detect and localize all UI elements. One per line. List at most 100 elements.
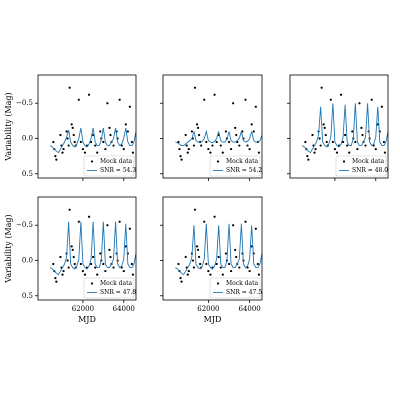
data-point [72, 255, 75, 259]
legend-label: SNR = 47.8 [100, 289, 136, 296]
plot-area [49, 208, 136, 283]
data-point [130, 140, 134, 144]
data-point [71, 248, 74, 252]
y-tick-label: 0.5 [22, 170, 33, 178]
data-point [131, 151, 135, 154]
data-point [106, 102, 109, 105]
data-point [252, 130, 255, 133]
data-point [81, 269, 85, 273]
data-point [102, 140, 105, 144]
data-point [184, 255, 187, 259]
data-point [323, 126, 326, 130]
data-point [250, 245, 253, 248]
data-point [130, 262, 134, 266]
data-point [257, 273, 261, 276]
data-point [66, 259, 69, 262]
data-point [325, 140, 328, 144]
data-point [248, 269, 251, 273]
x-tick-label: 64000 [113, 305, 135, 313]
data-point [339, 93, 343, 96]
data-point [55, 158, 58, 161]
data-point [99, 130, 102, 133]
data-point [311, 133, 314, 137]
data-point [306, 155, 309, 158]
data-point [207, 269, 210, 273]
axes-frame [289, 74, 389, 179]
data-point [314, 147, 317, 151]
data-point [180, 158, 183, 161]
data-point [229, 147, 233, 151]
legend-box [209, 155, 261, 177]
data-point [184, 133, 187, 137]
model-line [301, 103, 388, 154]
data-point [196, 126, 200, 130]
data-point [70, 123, 73, 126]
data-point [191, 259, 195, 262]
data-point [217, 255, 220, 259]
data-point [219, 266, 222, 269]
data-point [335, 151, 339, 154]
data-point [89, 140, 93, 144]
data-point [254, 227, 257, 230]
data-point [73, 262, 76, 266]
data-point [108, 248, 111, 252]
data-point [112, 144, 115, 147]
data-point [77, 220, 80, 223]
data-point [83, 151, 87, 154]
data-point [351, 130, 354, 133]
panel: −0.5 0.0 0.5 62000 64000 Mock data SNR = 47.8 V… [4, 196, 137, 324]
data-point [331, 140, 334, 144]
data-point [341, 140, 345, 144]
data-point [358, 102, 361, 105]
data-point [180, 280, 183, 283]
data-point [61, 151, 64, 154]
data-point [200, 144, 203, 147]
model-line [49, 221, 136, 276]
plot-area [175, 208, 262, 283]
panel: −0.5 0.0 0.5 Mock data SNR = 54.3 Variability… [4, 74, 137, 181]
y-tick-label: 0.0 [22, 256, 33, 264]
axes-frame [37, 74, 137, 179]
data-point [235, 255, 238, 259]
axes-frame [37, 196, 137, 301]
legend-label: SNR = 54.2 [226, 167, 262, 174]
data-point [320, 86, 323, 89]
data-point [87, 215, 91, 218]
data-point [67, 144, 70, 147]
legend-swatch [216, 282, 220, 285]
data-point [94, 266, 97, 269]
data-point [322, 123, 325, 126]
data-point [197, 133, 201, 137]
data-point [333, 147, 337, 151]
data-point [313, 151, 316, 154]
data-point [229, 269, 233, 273]
data-point [89, 262, 93, 266]
data-point [257, 151, 261, 154]
data-point [221, 151, 224, 154]
legend-box [83, 155, 135, 177]
data-point [92, 255, 95, 259]
data-point [62, 147, 65, 151]
plot-area [301, 86, 388, 161]
data-point [83, 273, 87, 276]
data-point [383, 151, 387, 154]
data-point [54, 277, 57, 280]
data-point [187, 269, 190, 273]
data-point [81, 147, 85, 151]
y-axis-label: Variability (Mag) [4, 214, 13, 283]
data-point [360, 126, 363, 130]
x-tick-label: 62000 [197, 305, 219, 313]
data-point [186, 273, 189, 276]
data-point [55, 280, 58, 283]
data-point [203, 98, 206, 101]
data-point [190, 130, 193, 133]
data-point [238, 266, 241, 269]
data-point [254, 105, 257, 108]
data-point [318, 137, 321, 140]
data-point [193, 208, 197, 211]
data-point [209, 151, 212, 154]
data-point [213, 215, 216, 218]
data-point [187, 147, 190, 151]
data-point [52, 140, 55, 144]
data-point [104, 147, 107, 151]
